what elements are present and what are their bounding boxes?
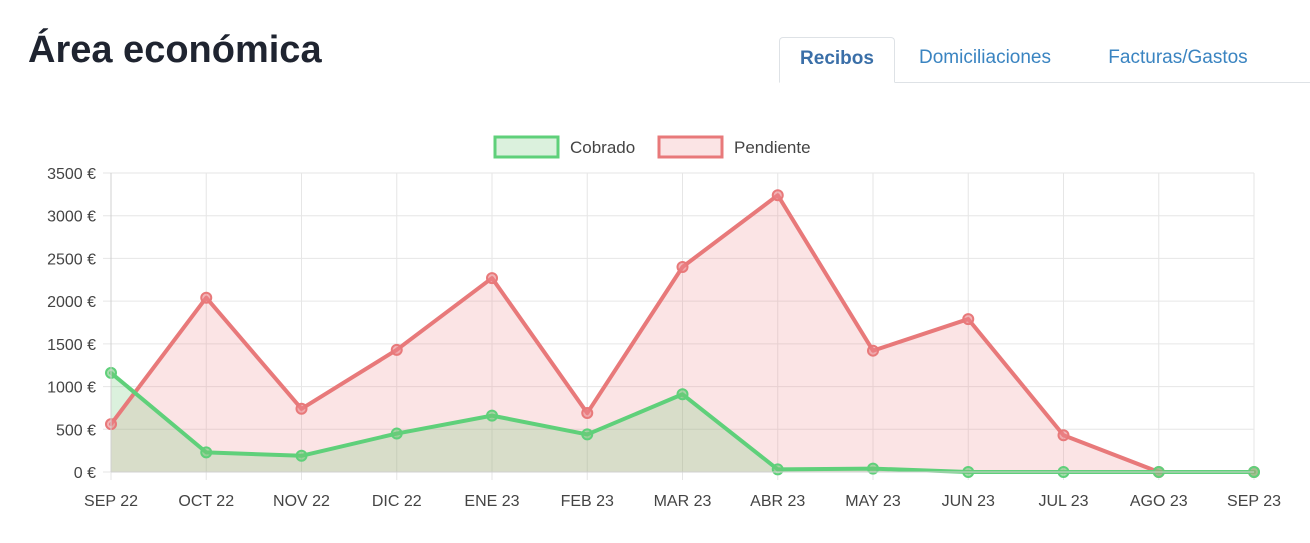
cobrado-area bbox=[111, 372, 1254, 472]
x-tick-label: OCT 22 bbox=[178, 493, 234, 510]
x-tick-label: MAY 23 bbox=[845, 493, 901, 510]
pendiente-point bbox=[676, 260, 689, 273]
cobrado-point bbox=[295, 449, 308, 462]
pendiente-legend-swatch bbox=[657, 135, 724, 159]
pendiente-area bbox=[111, 195, 1254, 472]
x-tick-label: NOV 22 bbox=[273, 493, 330, 510]
y-tick-label: 0 € bbox=[74, 465, 96, 482]
x-tick-label: MAR 23 bbox=[654, 493, 712, 510]
cobrado-point bbox=[486, 409, 498, 422]
tab-facturas-gastos[interactable]: Facturas/Gastos bbox=[1108, 47, 1248, 68]
y-tick-label: 1000 € bbox=[47, 380, 96, 397]
pendiente-point bbox=[867, 344, 879, 357]
x-tick-label: SEP 23 bbox=[1227, 493, 1281, 510]
pendiente-point bbox=[486, 272, 498, 285]
y-tick-label: 1500 € bbox=[47, 337, 96, 354]
x-tick-label: JUL 23 bbox=[1038, 493, 1088, 510]
page-title: Área económica bbox=[28, 29, 322, 71]
cobrado-point bbox=[771, 463, 784, 476]
y-tick-label: 3000 € bbox=[47, 209, 96, 226]
y-tick-label: 3500 € bbox=[47, 166, 96, 183]
pendiente-point bbox=[390, 343, 403, 356]
cobrado-point bbox=[390, 427, 403, 440]
pendiente-point bbox=[771, 189, 784, 202]
cobrado-legend-swatch bbox=[493, 135, 560, 159]
tab-recibos[interactable]: Recibos bbox=[779, 37, 895, 83]
tab-domiciliaciones[interactable]: Domiciliaciones bbox=[919, 47, 1051, 68]
cobrado-point bbox=[676, 388, 689, 401]
cobrado-point bbox=[581, 428, 594, 441]
tab-bar: Recibos Domiciliaciones Facturas/Gastos bbox=[779, 37, 1310, 83]
chart-points bbox=[105, 189, 1260, 478]
x-tick-label: FEB 23 bbox=[561, 493, 614, 510]
x-tick-label: AGO 23 bbox=[1130, 493, 1188, 510]
y-tick-label: 2500 € bbox=[47, 251, 96, 268]
cobrado-point bbox=[867, 462, 879, 475]
y-tick-label: 2000 € bbox=[47, 294, 96, 311]
pendiente-point bbox=[1057, 429, 1070, 442]
chart-legend: Cobrado Pendiente bbox=[493, 135, 811, 159]
pendiente-point bbox=[295, 402, 308, 415]
pendiente-point bbox=[962, 313, 975, 326]
x-tick-label: JUN 23 bbox=[942, 493, 995, 510]
cobrado-legend-label: Cobrado bbox=[570, 138, 635, 157]
x-tick-label: DIC 22 bbox=[372, 493, 422, 510]
x-tick-label: SEP 22 bbox=[84, 493, 138, 510]
y-tick-label: 500 € bbox=[56, 422, 96, 439]
pendiente-legend-label: Pendiente bbox=[734, 138, 811, 157]
chart-axes: 0 € 500 € 1000 € 1500 € 2000 € 2500 € 3000 € 35… bbox=[47, 166, 1281, 510]
pendiente-point bbox=[200, 291, 213, 304]
x-tick-label: ABR 23 bbox=[750, 493, 805, 510]
chart-areas bbox=[111, 195, 1254, 472]
cobrado-point bbox=[200, 446, 213, 459]
x-tick-label: ENE 23 bbox=[464, 493, 519, 510]
line-chart: 0 € 500 € 1000 € 1500 € 2000 € 2500 € 3000 € 35… bbox=[47, 135, 1281, 510]
pendiente-point bbox=[581, 407, 594, 420]
